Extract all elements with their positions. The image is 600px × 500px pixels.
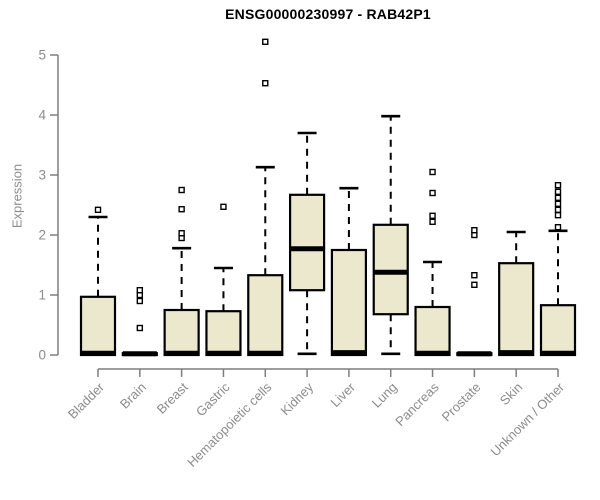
y-tick-label: 5 bbox=[38, 48, 46, 63]
x-category-label: Kidney bbox=[277, 379, 316, 418]
outlier-point bbox=[178, 186, 185, 194]
outlier-point bbox=[136, 287, 144, 294]
x-category-label: Liver bbox=[327, 379, 358, 410]
box-iqr bbox=[247, 274, 284, 357]
outlier-point bbox=[262, 38, 269, 45]
outlier-point bbox=[429, 218, 436, 226]
box-iqr bbox=[372, 223, 409, 316]
outlier-point bbox=[94, 206, 102, 214]
outlier-point bbox=[554, 223, 562, 231]
x-category-label: Breast bbox=[154, 379, 191, 416]
outlier-point bbox=[429, 212, 436, 220]
x-category-label: Brain bbox=[117, 380, 149, 412]
y-axis-label: Expression bbox=[9, 163, 25, 229]
box-iqr bbox=[498, 262, 535, 357]
outlier-point bbox=[429, 189, 436, 197]
outlier-point bbox=[554, 188, 562, 196]
box-iqr bbox=[163, 308, 200, 357]
y-tick-label: 0 bbox=[38, 348, 46, 363]
outlier-point bbox=[554, 181, 562, 189]
y-tick-label: 4 bbox=[38, 108, 46, 123]
box-iqr bbox=[79, 295, 117, 357]
outlier-point bbox=[554, 211, 562, 219]
outlier-point bbox=[136, 324, 144, 332]
box-iqr bbox=[330, 248, 368, 357]
box-iqr bbox=[414, 305, 451, 357]
box-iqr bbox=[205, 310, 242, 357]
x-category-label: Unknown / Other bbox=[488, 379, 568, 459]
outlier-point bbox=[471, 281, 478, 288]
chart-title: ENSG00000230997 - RAB42P1 bbox=[225, 6, 431, 22]
outlier-point bbox=[554, 206, 562, 214]
outlier-point bbox=[220, 203, 227, 211]
outlier-point bbox=[178, 205, 185, 213]
outlier-point bbox=[471, 226, 478, 234]
x-category-label: Lung bbox=[369, 380, 400, 411]
outlier-point bbox=[471, 272, 478, 279]
box-iqr bbox=[288, 193, 326, 292]
x-category-label: Pancreas bbox=[392, 379, 442, 429]
x-category-label: Bladder bbox=[65, 379, 108, 422]
x-category-label: Gastric bbox=[193, 379, 233, 419]
outlier-point bbox=[262, 79, 269, 87]
y-tick-label: 3 bbox=[38, 168, 46, 183]
y-tick-label: 2 bbox=[38, 228, 46, 243]
y-tick-label: 1 bbox=[38, 288, 46, 303]
outlier-point bbox=[554, 200, 562, 208]
outlier-point bbox=[554, 194, 562, 202]
outlier-point bbox=[136, 297, 144, 305]
outlier-point bbox=[429, 168, 436, 176]
outlier-point bbox=[178, 229, 185, 237]
x-category-label: Skin bbox=[497, 380, 525, 408]
x-category-label: Prostate bbox=[439, 380, 484, 425]
box-iqr bbox=[539, 304, 577, 357]
